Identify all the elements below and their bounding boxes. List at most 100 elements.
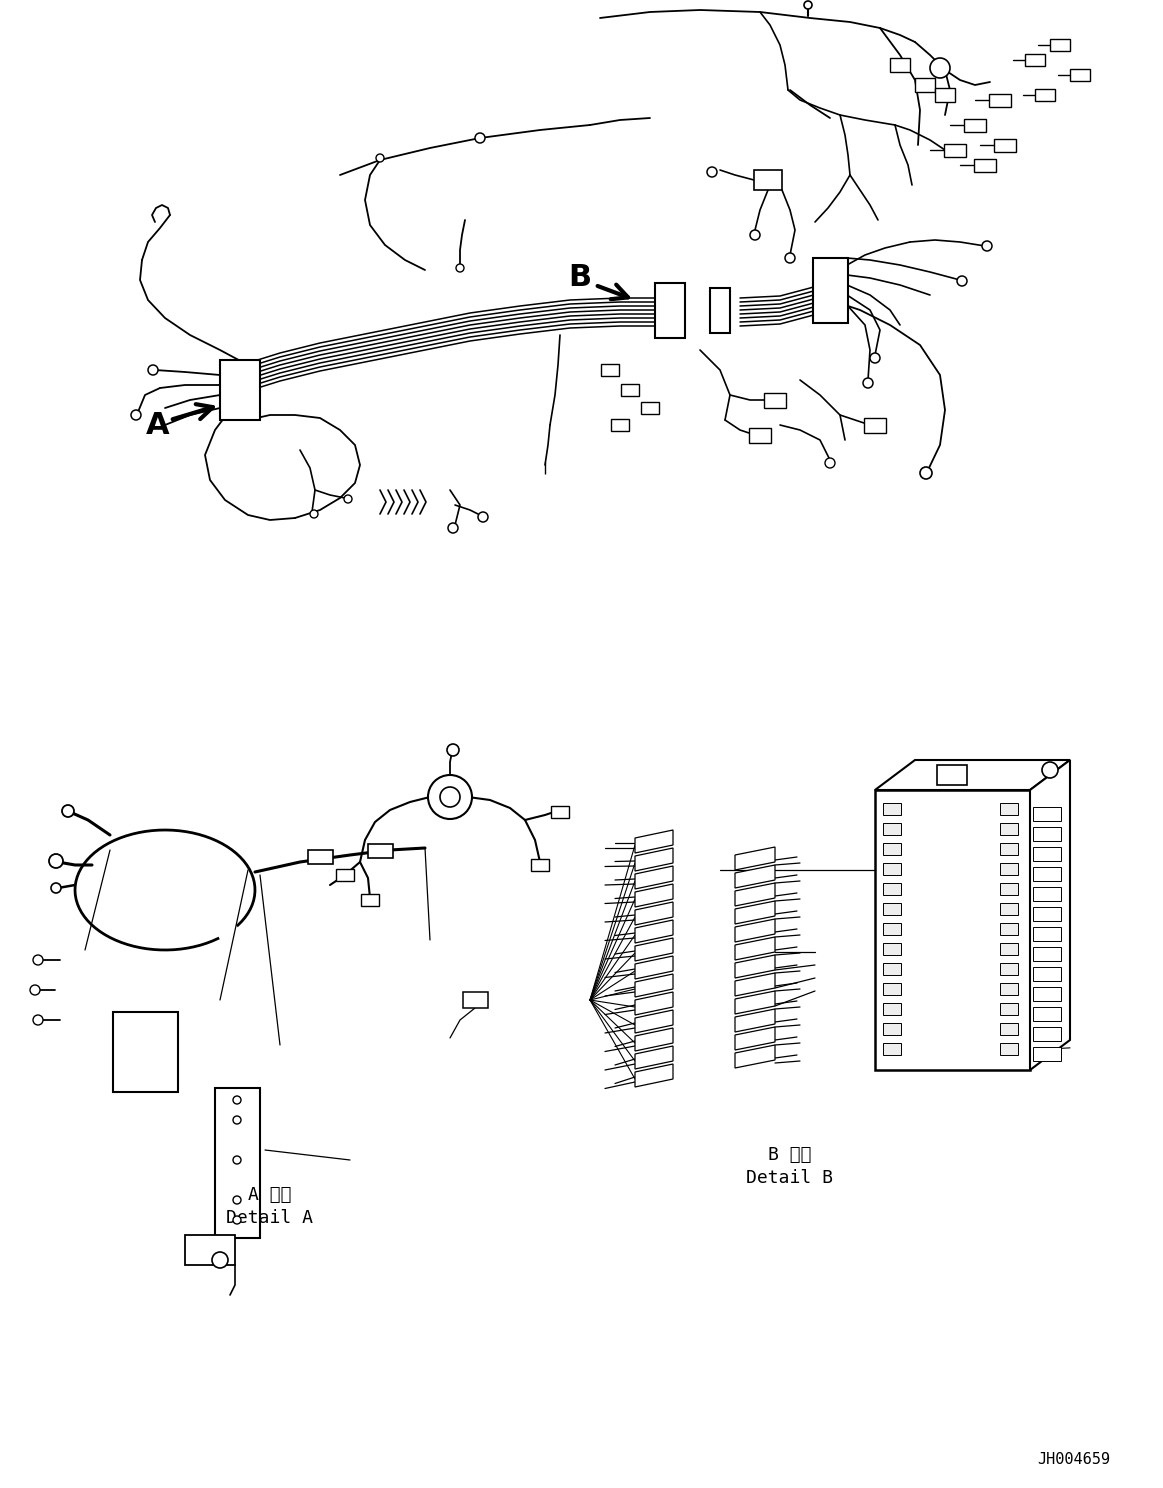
Bar	[1033, 1027, 1061, 1042]
Circle shape	[131, 411, 141, 420]
Bar	[1000, 1043, 1018, 1055]
Bar	[883, 923, 901, 934]
Circle shape	[1042, 762, 1058, 778]
Circle shape	[456, 263, 464, 272]
Polygon shape	[635, 992, 673, 1015]
Bar	[601, 365, 619, 376]
Bar	[1000, 1003, 1018, 1015]
Polygon shape	[1030, 760, 1070, 1070]
Bar	[1000, 984, 1018, 995]
Bar	[875, 790, 1030, 1070]
Bar	[220, 360, 261, 420]
Bar	[935, 88, 955, 103]
Bar	[883, 844, 901, 856]
Bar	[989, 94, 1011, 107]
Circle shape	[233, 1156, 241, 1164]
Bar	[883, 1024, 901, 1036]
Bar	[1035, 89, 1055, 101]
Circle shape	[212, 1251, 228, 1268]
Circle shape	[233, 1116, 241, 1123]
Bar	[531, 859, 549, 870]
Bar	[611, 420, 629, 432]
Bar	[973, 159, 996, 171]
Text: B 詳細: B 詳細	[769, 1146, 812, 1164]
Text: Detail A: Detail A	[227, 1208, 314, 1228]
Polygon shape	[635, 1028, 673, 1051]
Polygon shape	[635, 1046, 673, 1068]
Bar	[1033, 827, 1061, 841]
Bar	[1000, 963, 1018, 975]
Circle shape	[475, 132, 485, 143]
Polygon shape	[735, 991, 775, 1013]
Bar	[307, 850, 333, 865]
Bar	[1000, 882, 1018, 894]
Polygon shape	[635, 830, 673, 853]
Bar	[883, 882, 901, 894]
Bar	[1033, 887, 1061, 902]
Text: Detail B: Detail B	[747, 1170, 834, 1187]
Polygon shape	[735, 1045, 775, 1068]
Polygon shape	[635, 937, 673, 961]
Bar	[709, 287, 730, 332]
Circle shape	[863, 378, 873, 388]
Circle shape	[750, 231, 759, 240]
Bar	[883, 804, 901, 815]
Bar	[1033, 1007, 1061, 1021]
Polygon shape	[735, 920, 775, 942]
Polygon shape	[735, 847, 775, 870]
Polygon shape	[635, 1010, 673, 1033]
Bar	[1033, 1048, 1061, 1061]
Circle shape	[785, 253, 795, 263]
Circle shape	[447, 744, 459, 756]
Circle shape	[148, 365, 158, 375]
Bar	[1000, 923, 1018, 934]
Circle shape	[62, 805, 74, 817]
Polygon shape	[735, 955, 775, 978]
Bar	[336, 869, 354, 881]
Polygon shape	[735, 882, 775, 906]
Polygon shape	[635, 975, 673, 997]
Bar	[994, 138, 1016, 152]
Bar	[883, 823, 901, 835]
Polygon shape	[735, 937, 775, 960]
Bar	[883, 984, 901, 995]
Bar	[1050, 39, 1070, 51]
Bar	[215, 1088, 261, 1238]
Polygon shape	[635, 866, 673, 888]
Circle shape	[478, 512, 488, 522]
Bar	[641, 402, 659, 414]
Bar	[944, 143, 966, 156]
Polygon shape	[635, 955, 673, 979]
Bar	[1033, 967, 1061, 981]
Bar	[883, 863, 901, 875]
Bar	[883, 1003, 901, 1015]
Bar	[883, 903, 901, 915]
Circle shape	[233, 1216, 241, 1225]
Polygon shape	[635, 848, 673, 870]
Circle shape	[982, 241, 992, 251]
Circle shape	[428, 775, 472, 818]
Polygon shape	[735, 1009, 775, 1033]
Circle shape	[707, 167, 718, 177]
Bar	[964, 119, 986, 131]
Bar	[1033, 806, 1061, 821]
Bar	[655, 283, 685, 338]
Circle shape	[311, 510, 317, 518]
Bar	[368, 844, 392, 859]
Bar	[1033, 987, 1061, 1001]
Circle shape	[33, 1015, 43, 1025]
Circle shape	[33, 955, 43, 966]
Bar	[1033, 908, 1061, 921]
Bar	[621, 384, 638, 396]
Bar	[937, 765, 966, 786]
Bar	[883, 1043, 901, 1055]
Bar	[1033, 927, 1061, 940]
Polygon shape	[875, 760, 1070, 790]
Bar	[1033, 946, 1061, 961]
Text: B: B	[569, 263, 592, 293]
Polygon shape	[735, 973, 775, 995]
Bar	[883, 963, 901, 975]
Text: A: A	[147, 411, 170, 439]
Circle shape	[233, 1097, 241, 1104]
Bar	[883, 943, 901, 955]
